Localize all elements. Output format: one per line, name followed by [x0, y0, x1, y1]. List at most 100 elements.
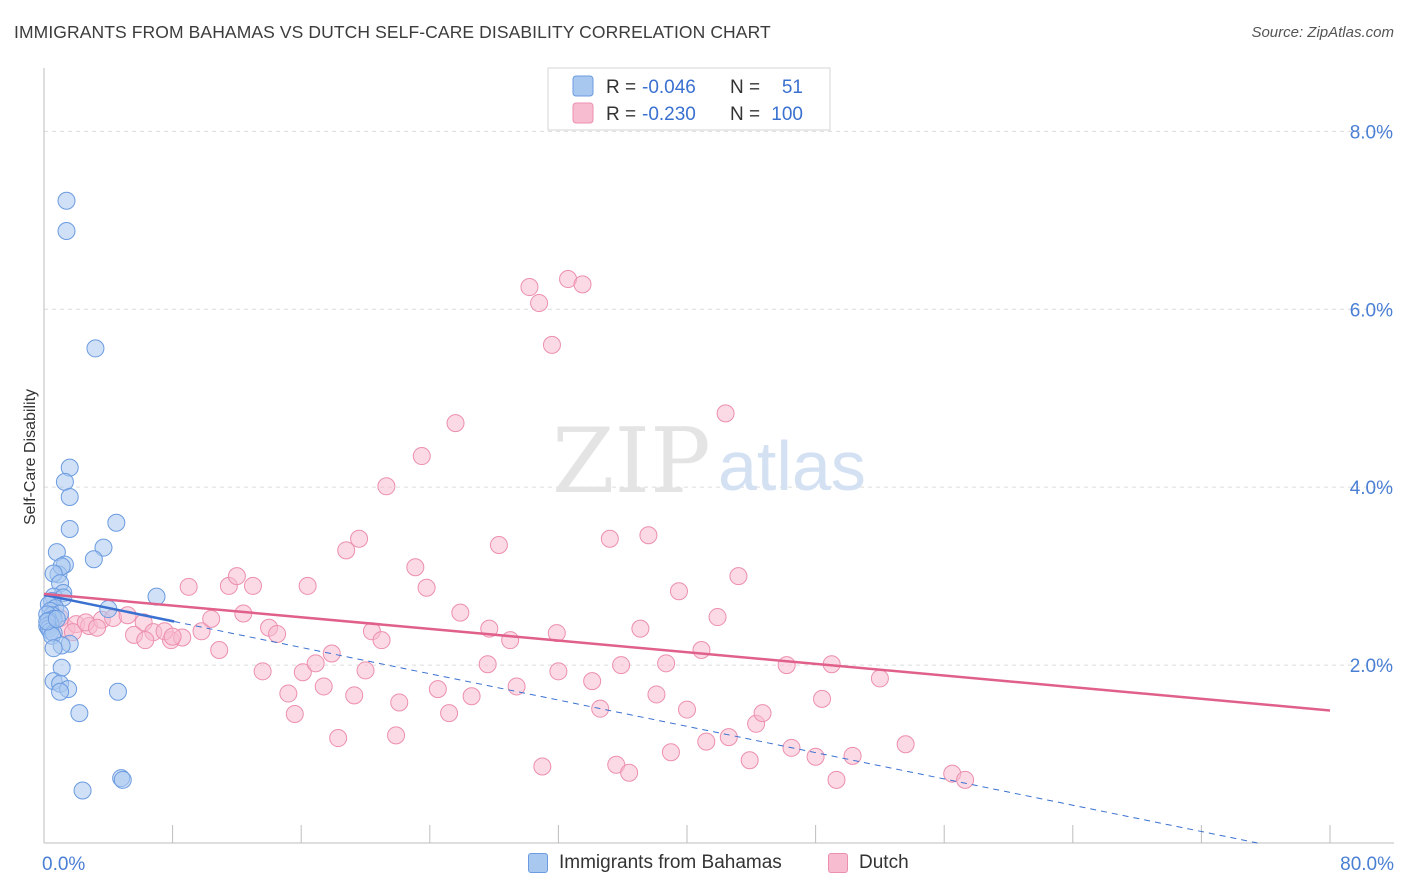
dutch-point [753, 704, 772, 723]
dutch-point [542, 335, 561, 354]
y-tick-label: 4.0% [1350, 478, 1393, 499]
watermark: ZIP atlas [552, 409, 866, 514]
dutch-point [377, 477, 396, 496]
x-tick-label-max: 80.0% [1340, 854, 1394, 875]
dutch-point [428, 680, 447, 699]
legend-swatch-dutch [828, 853, 848, 873]
legend-swatch-dutch [572, 102, 594, 124]
dutch-point [549, 662, 568, 681]
chart-title: IMMIGRANTS FROM BAHAMAS VS DUTCH SELF-CA… [14, 22, 771, 42]
bottom-legend-dutch[interactable]: Dutch [828, 852, 909, 874]
legend: R = -0.046 N = 51 R = -0.230 N = 100 [547, 67, 831, 131]
dutch-trend-line [43, 592, 1331, 712]
dutch-point [520, 278, 539, 297]
y-tick-label: 8.0% [1350, 122, 1393, 143]
dutch-point [88, 618, 107, 637]
source-note: Source: ZipAtlas.com [1251, 24, 1394, 41]
dutch-point [387, 726, 406, 745]
bahamas-point [51, 682, 70, 701]
dutch-point [806, 747, 825, 766]
dutch-point [716, 404, 735, 423]
dutch-point [607, 755, 626, 774]
dutch-point [243, 576, 262, 595]
dutch-point [446, 414, 465, 433]
dutch-point [678, 700, 696, 719]
dutch-point [657, 654, 676, 673]
dutch-point [322, 644, 341, 663]
dutch-point [740, 751, 759, 770]
dutch-point [163, 627, 182, 646]
bahamas-point [60, 487, 79, 506]
dutch-point [583, 672, 602, 691]
dutch-point [478, 655, 497, 674]
legend-r-value: -0.230 [642, 104, 696, 125]
dutch-point [345, 686, 364, 705]
dutch-point [451, 603, 470, 622]
dutch-point [314, 677, 333, 696]
dutch-point [708, 608, 727, 627]
bahamas-point [84, 550, 103, 569]
axes [43, 68, 1394, 844]
dutch-point [827, 770, 846, 789]
dutch-point [406, 558, 425, 577]
bahamas-point [60, 519, 79, 538]
dutch-point [253, 662, 272, 681]
bottom-legend-bahamas[interactable]: Immigrants from Bahamas [528, 852, 782, 874]
dutch-point [412, 447, 431, 466]
dutch-point [179, 577, 198, 596]
bahamas-point [57, 222, 76, 240]
dutch-point [202, 609, 221, 628]
dutch-point [697, 732, 716, 751]
bahamas-point [86, 339, 105, 358]
dutch-point [337, 541, 356, 560]
dutch-point [647, 685, 666, 704]
dutch-point [533, 757, 552, 776]
dutch-point [870, 669, 889, 688]
dutch-point [210, 640, 229, 659]
legend-n-value: 51 [782, 77, 803, 98]
bahamas-point [108, 682, 127, 701]
bahamas-point [73, 781, 92, 800]
dutch-point [462, 687, 481, 706]
dutch-point [692, 640, 711, 659]
dutch-point [118, 606, 137, 625]
bahamas-point [70, 704, 89, 723]
dutch-point [417, 578, 436, 597]
bahamas-trend-line [43, 593, 175, 623]
dutch-point [719, 728, 738, 747]
y-tick-label: 2.0% [1350, 656, 1393, 677]
dutch-point [298, 576, 317, 595]
dutch-point [573, 275, 592, 294]
dutch-point [279, 684, 298, 703]
dutch-point [293, 663, 312, 682]
dutch-point [192, 622, 211, 641]
dutch-point [600, 529, 619, 548]
dutch-point [268, 624, 287, 643]
dutch-point [440, 704, 459, 723]
dutch-point [329, 729, 348, 748]
bahamas-point [107, 513, 126, 532]
bahamas-point [44, 639, 63, 658]
legend-swatch-bahamas [572, 75, 594, 97]
bahamas-trend-line [174, 621, 1258, 844]
watermark-zip: ZIP [552, 409, 711, 514]
y-tick-labels: 2.0% 4.0% 6.0% 8.0% [1350, 122, 1393, 677]
legend-n-value: 100 [771, 104, 803, 125]
bahamas-point [57, 191, 76, 210]
dutch-point [612, 656, 631, 675]
dutch-point [620, 763, 639, 782]
dutch-point [501, 631, 520, 650]
dutch-point [639, 526, 658, 545]
legend-frame [547, 67, 831, 131]
dutch-points [51, 270, 975, 789]
x-ticks [172, 825, 1331, 843]
legend-swatch-bahamas [528, 853, 548, 873]
bahamas-point [47, 609, 66, 628]
trend-lines [43, 592, 1331, 844]
bahamas-point [94, 538, 113, 557]
y-tick-label: 6.0% [1350, 300, 1393, 321]
dutch-point [813, 689, 832, 708]
bahamas-points [38, 191, 166, 800]
dutch-point [729, 567, 748, 586]
